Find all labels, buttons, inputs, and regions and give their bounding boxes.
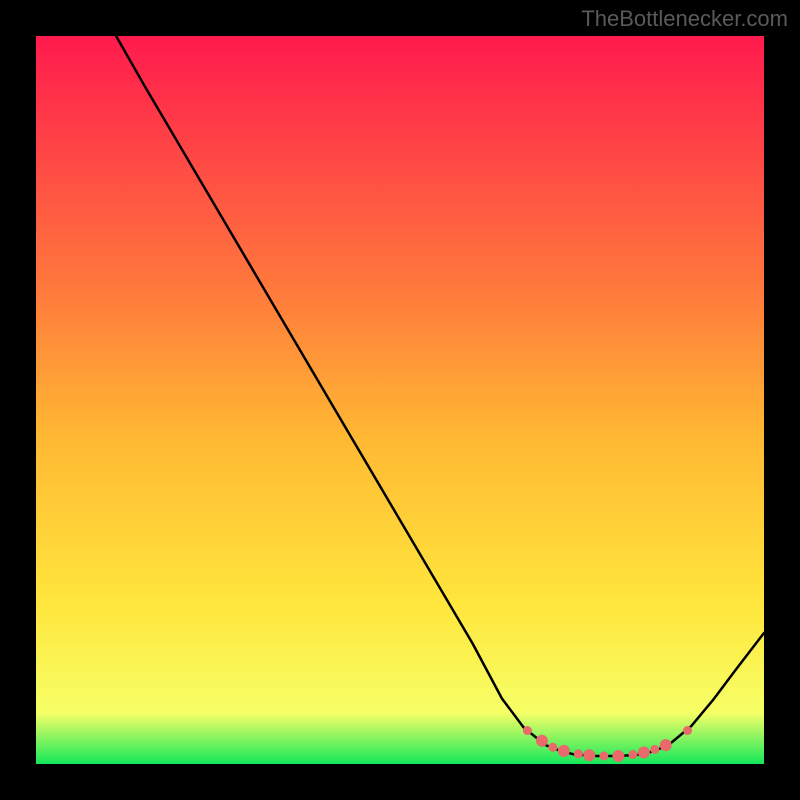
curve-marker bbox=[536, 735, 548, 747]
bottleneck-curve bbox=[116, 36, 764, 756]
plot-area bbox=[36, 36, 764, 764]
curve-marker bbox=[548, 743, 557, 752]
curve-marker bbox=[612, 750, 624, 762]
curve-marker bbox=[650, 745, 659, 754]
curve-marker bbox=[583, 749, 595, 761]
curve-svg bbox=[36, 36, 764, 764]
curve-marker bbox=[638, 746, 650, 758]
curve-marker bbox=[523, 726, 532, 735]
watermark-text: TheBottlenecker.com bbox=[581, 6, 788, 32]
curve-marker bbox=[660, 739, 672, 751]
curve-marker bbox=[558, 745, 570, 757]
curve-marker bbox=[574, 749, 583, 758]
curve-marker bbox=[628, 750, 637, 759]
curve-marker bbox=[683, 726, 692, 735]
curve-marker bbox=[599, 751, 608, 760]
marker-group bbox=[523, 726, 692, 762]
